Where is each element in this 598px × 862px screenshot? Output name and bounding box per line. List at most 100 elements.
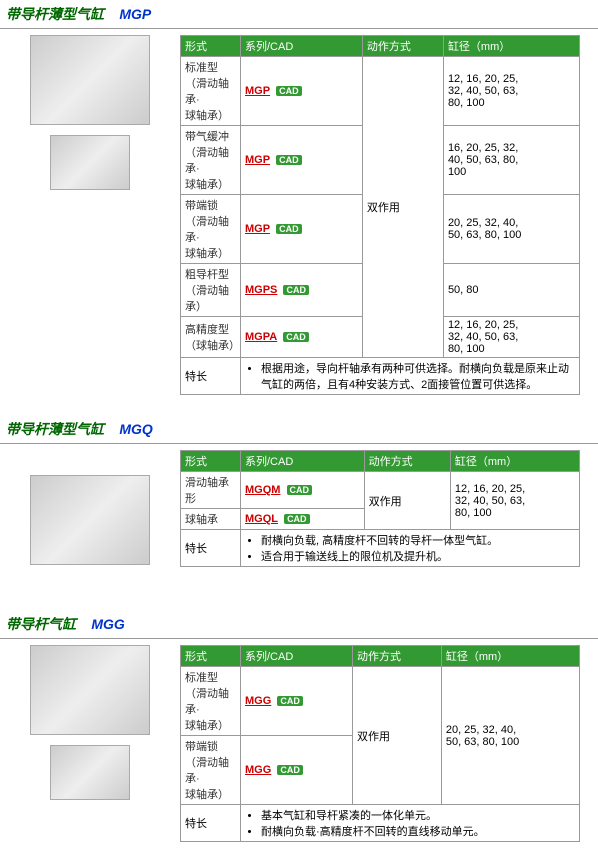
feature-label: 特长 bbox=[181, 805, 241, 842]
cad-badge[interactable]: CAD bbox=[277, 765, 303, 775]
header-row: 形式 系列/CAD 动作方式 缸径（mm） bbox=[181, 646, 580, 667]
series-link[interactable]: MGP bbox=[245, 85, 270, 97]
title-main: 带导杆气缸 bbox=[6, 616, 76, 632]
section-title: 带导杆薄型气缸 MGP bbox=[0, 0, 598, 29]
action-cell: 双作用 bbox=[353, 667, 442, 805]
product-image bbox=[30, 35, 150, 125]
cad-badge[interactable]: CAD bbox=[277, 696, 303, 706]
header-row: 形式 系列/CAD 动作方式 缸径（mm） bbox=[181, 451, 580, 472]
section-mgg: 带导杆气缸 MGG 形式 系列/CAD 动作方式 缸径（mm） 标准型（滑动轴承… bbox=[0, 610, 598, 842]
title-code: MGQ bbox=[119, 421, 152, 437]
bore-cell: 50, 80 bbox=[443, 264, 579, 317]
feature-row: 特长 耐横向负载, 高精度杆不回转的导杆一体型气缸。适合用于输送线上的限位机及提… bbox=[181, 530, 580, 567]
bore-cell: 16, 20, 25, 32,40, 50, 63, 80,100 bbox=[443, 126, 579, 195]
cad-badge[interactable]: CAD bbox=[276, 86, 302, 96]
type-cell: 带气缓冲（滑动轴承·球轴承） bbox=[181, 126, 241, 195]
title-code: MGP bbox=[119, 6, 151, 22]
th-action: 动作方式 bbox=[362, 36, 443, 57]
series-link[interactable]: MGP bbox=[245, 154, 270, 166]
type-cell: 高精度型（球轴承） bbox=[181, 317, 241, 358]
cad-badge[interactable]: CAD bbox=[276, 224, 302, 234]
series-cell: MGPA CAD bbox=[241, 317, 363, 358]
th-series: 系列/CAD bbox=[241, 36, 363, 57]
cad-badge[interactable]: CAD bbox=[283, 332, 309, 342]
spec-table: 形式 系列/CAD 动作方式 缸径（mm） 标准型（滑动轴承·球轴承） MGP … bbox=[180, 35, 580, 395]
feature-row: 特长 根据用途，导向杆轴承有两种可供选择。耐横向负载是原来止动气缸的两倍，且有4… bbox=[181, 358, 580, 395]
bore-cell: 12, 16, 20, 25,32, 40, 50, 63,80, 100 bbox=[443, 57, 579, 126]
th-bore: 缸径（mm） bbox=[450, 451, 579, 472]
title-main: 带导杆薄型气缸 bbox=[6, 6, 104, 22]
bore-cell: 12, 16, 20, 25,32, 40, 50, 63,80, 100 bbox=[443, 317, 579, 358]
series-cell: MGQM CAD bbox=[241, 472, 365, 509]
series-cell: MGQL CAD bbox=[241, 509, 365, 530]
series-link[interactable]: MGG bbox=[245, 764, 271, 776]
series-link[interactable]: MGPA bbox=[245, 331, 277, 343]
image-area bbox=[0, 645, 180, 800]
type-cell: 标准型（滑动轴承·球轴承） bbox=[181, 57, 241, 126]
feature-item: 基本气缸和导杆紧凑的一体化单元。 bbox=[261, 807, 575, 823]
feature-cell: 基本气缸和导杆紧凑的一体化单元。耐横向负载·高精度杆不回转的直线移动单元。 bbox=[241, 805, 580, 842]
th-action: 动作方式 bbox=[364, 451, 450, 472]
feature-item: 根据用途，导向杆轴承有两种可供选择。耐横向负载是原来止动气缸的两倍，且有4种安装… bbox=[261, 360, 575, 392]
type-cell: 粗导杆型（滑动轴承） bbox=[181, 264, 241, 317]
image-area bbox=[0, 35, 180, 190]
series-cell: MGP CAD bbox=[241, 126, 363, 195]
feature-label: 特长 bbox=[181, 530, 241, 567]
th-type: 形式 bbox=[181, 451, 241, 472]
series-link[interactable]: MGPS bbox=[245, 284, 277, 296]
type-cell: 带端锁（滑动轴承·球轴承） bbox=[181, 736, 241, 805]
type-cell: 滑动轴承形 bbox=[181, 472, 241, 509]
type-cell: 球轴承 bbox=[181, 509, 241, 530]
series-link[interactable]: MGQM bbox=[245, 484, 280, 496]
spec-row: 标准型（滑动轴承·球轴承） MGP CAD 双作用 12, 16, 20, 25… bbox=[181, 57, 580, 126]
th-bore: 缸径（mm） bbox=[443, 36, 579, 57]
series-cell: MGPS CAD bbox=[241, 264, 363, 317]
th-bore: 缸径（mm） bbox=[441, 646, 579, 667]
bore-cell: 20, 25, 32, 40,50, 63, 80, 100 bbox=[441, 667, 579, 805]
series-cell: MGP CAD bbox=[241, 195, 363, 264]
cad-badge[interactable]: CAD bbox=[284, 514, 310, 524]
series-cell: MGP CAD bbox=[241, 57, 363, 126]
action-cell: 双作用 bbox=[364, 472, 450, 530]
cad-badge[interactable]: CAD bbox=[287, 485, 313, 495]
type-cell: 标准型（滑动轴承·球轴承） bbox=[181, 667, 241, 736]
feature-row: 特长 基本气缸和导杆紧凑的一体化单元。耐横向负载·高精度杆不回转的直线移动单元。 bbox=[181, 805, 580, 842]
section-mgq: 带导杆薄型气缸 MGQ 形式 系列/CAD 动作方式 缸径（mm） 滑动轴承形 … bbox=[0, 415, 598, 590]
series-link[interactable]: MGQL bbox=[245, 513, 278, 525]
spec-row: 滑动轴承形 MGQM CAD 双作用 12, 16, 20, 25,32, 40… bbox=[181, 472, 580, 509]
feature-cell: 根据用途，导向杆轴承有两种可供选择。耐横向负载是原来止动气缸的两倍，且有4种安装… bbox=[241, 358, 580, 395]
spec-table: 形式 系列/CAD 动作方式 缸径（mm） 滑动轴承形 MGQM CAD 双作用… bbox=[180, 450, 580, 567]
section-title: 带导杆气缸 MGG bbox=[0, 610, 598, 639]
action-cell: 双作用 bbox=[362, 57, 443, 358]
series-cell: MGG CAD bbox=[241, 667, 353, 736]
spec-row: 标准型（滑动轴承·球轴承） MGG CAD 双作用 20, 25, 32, 40… bbox=[181, 667, 580, 736]
image-area bbox=[0, 450, 180, 590]
feature-label: 特长 bbox=[181, 358, 241, 395]
series-link[interactable]: MGP bbox=[245, 223, 270, 235]
spec-table: 形式 系列/CAD 动作方式 缸径（mm） 标准型（滑动轴承·球轴承） MGG … bbox=[180, 645, 580, 842]
th-action: 动作方式 bbox=[353, 646, 442, 667]
series-link[interactable]: MGG bbox=[245, 695, 271, 707]
feature-item: 耐横向负载·高精度杆不回转的直线移动单元。 bbox=[261, 823, 575, 839]
product-image bbox=[30, 475, 150, 565]
th-series: 系列/CAD bbox=[241, 451, 365, 472]
cad-badge[interactable]: CAD bbox=[283, 285, 309, 295]
bore-cell: 12, 16, 20, 25,32, 40, 50, 63,80, 100 bbox=[450, 472, 579, 530]
feature-item: 适合用于输送线上的限位机及提升机。 bbox=[261, 548, 575, 564]
bore-cell: 20, 25, 32, 40,50, 63, 80, 100 bbox=[443, 195, 579, 264]
cad-badge[interactable]: CAD bbox=[276, 155, 302, 165]
title-code: MGG bbox=[91, 616, 124, 632]
product-image bbox=[50, 745, 130, 800]
product-image bbox=[50, 135, 130, 190]
series-cell: MGG CAD bbox=[241, 736, 353, 805]
section-mgp: 带导杆薄型气缸 MGP 形式 系列/CAD 动作方式 缸径（mm） 标准型（滑动… bbox=[0, 0, 598, 395]
type-cell: 带端锁（滑动轴承·球轴承） bbox=[181, 195, 241, 264]
th-type: 形式 bbox=[181, 646, 241, 667]
feature-item: 耐横向负载, 高精度杆不回转的导杆一体型气缸。 bbox=[261, 532, 575, 548]
section-title: 带导杆薄型气缸 MGQ bbox=[0, 415, 598, 444]
feature-cell: 耐横向负载, 高精度杆不回转的导杆一体型气缸。适合用于输送线上的限位机及提升机。 bbox=[241, 530, 580, 567]
product-image bbox=[30, 645, 150, 735]
title-main: 带导杆薄型气缸 bbox=[6, 421, 104, 437]
header-row: 形式 系列/CAD 动作方式 缸径（mm） bbox=[181, 36, 580, 57]
th-series: 系列/CAD bbox=[241, 646, 353, 667]
